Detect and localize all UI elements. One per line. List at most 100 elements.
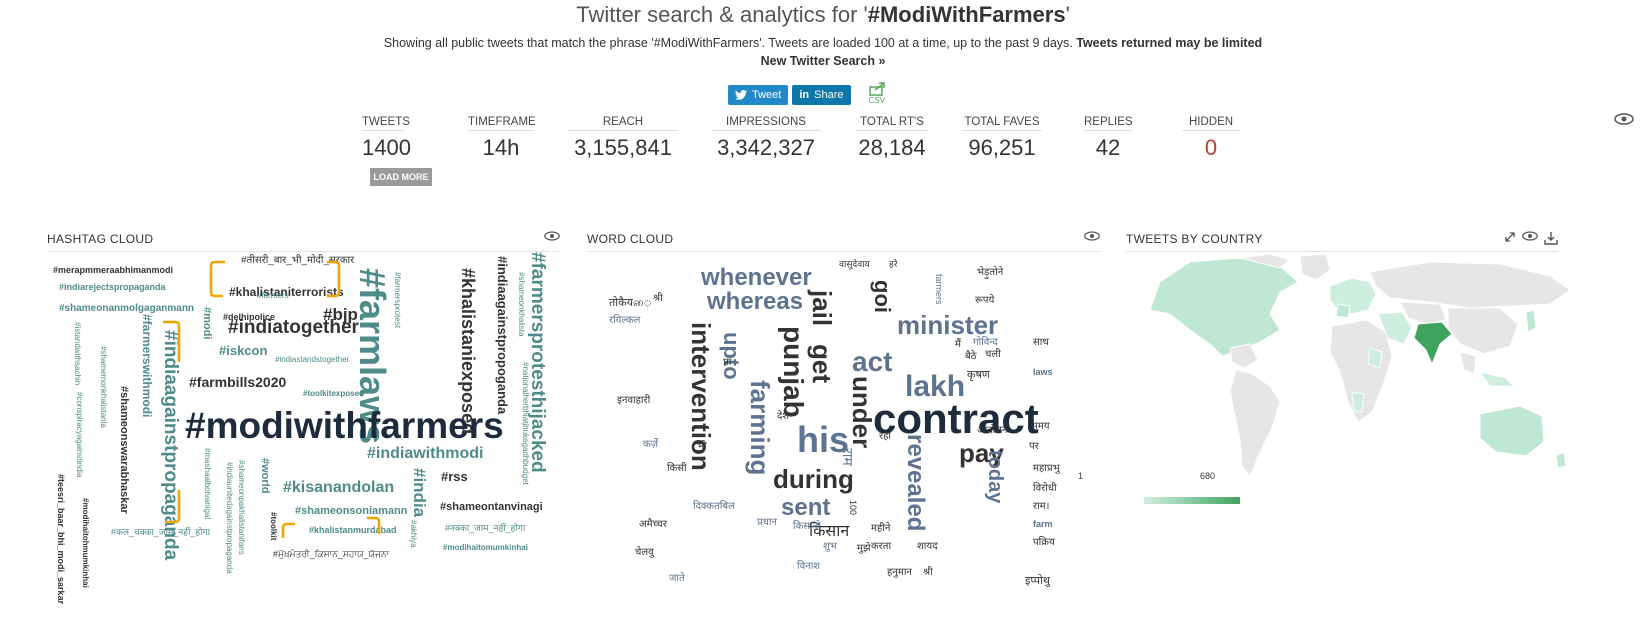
hashtag-word[interactable]: #iskcon [219, 343, 268, 358]
hashtag-word[interactable]: #indiastandstogether [275, 355, 350, 364]
word-cloud-word[interactable]: करता [871, 541, 892, 552]
word-cloud-word[interactable]: आंदोलन [977, 425, 1008, 436]
eye-icon[interactable] [1522, 231, 1538, 241]
hashtag-word[interactable]: #shameonanmolgaganmann [59, 303, 195, 314]
word-cloud-word[interactable]: sent [781, 494, 831, 521]
word-cloud-word[interactable]: महीने [871, 523, 891, 534]
word-cloud-word[interactable]: श्री [653, 293, 663, 304]
hashtag-word[interactable]: #कल_चक्का_जाम_नहीं_होगा [111, 527, 210, 537]
word-cloud-word[interactable]: भी [697, 441, 707, 452]
word-cloud-word[interactable]: whenever [701, 264, 812, 291]
word-cloud-word[interactable]: किसान [809, 523, 850, 540]
word-cloud-word[interactable]: राम [840, 448, 856, 466]
word-cloud-word[interactable]: चेलवु [635, 547, 654, 558]
word-cloud-word[interactable]: मैं [955, 339, 961, 350]
word-cloud-word[interactable]: प्रा [723, 357, 732, 368]
word-cloud-word[interactable]: contract [873, 395, 1039, 442]
hashtag-word[interactable]: #farmbills2020 [189, 374, 287, 390]
hashtag-word[interactable]: #modiwithfarmers [185, 405, 504, 446]
word-cloud-word[interactable]: शायद [917, 541, 938, 552]
word-cloud-word[interactable]: इनवाहारी [617, 395, 651, 406]
hashtag-word[interactable]: #indiarejectspropaganda [59, 282, 166, 292]
word-cloud-word[interactable]: goi [870, 280, 895, 313]
word-cloud-word[interactable]: lakh [905, 370, 966, 403]
hashtag-word[interactable]: #indiatogether [228, 317, 359, 338]
word-cloud-word[interactable]: revealed [902, 434, 929, 532]
hashtag-word[interactable]: #khalistaniterrorists [229, 285, 344, 299]
world-map[interactable] [1130, 252, 1580, 502]
word-cloud-word[interactable]: विरोधी [1033, 483, 1057, 494]
word-cloud-word[interactable]: गोविन्द [973, 337, 998, 348]
word-cloud-word[interactable]: श्री [923, 567, 933, 578]
hashtag-word[interactable]: #khalistanmurdabad [309, 525, 397, 535]
word-cloud-word[interactable]: प्रधान [757, 517, 777, 528]
expand-icon[interactable] [1504, 231, 1516, 243]
linkedin-share-button[interactable]: in Share [792, 85, 851, 105]
word-cloud-word[interactable]: minister [897, 310, 999, 340]
hashtag-word[interactable]: #bjp [323, 305, 358, 324]
word-cloud-word[interactable]: रूपये [975, 295, 995, 306]
eye-icon[interactable] [1084, 231, 1100, 241]
word-cloud-word[interactable]: 100 [848, 500, 858, 516]
hashtag-word[interactable]: #indiawithmodi [367, 445, 484, 462]
word-cloud-word[interactable]: विनाश [797, 561, 821, 572]
hashtag-word[interactable]: #shameontanvinagi [440, 501, 543, 513]
hashtag-word[interactable]: #merapmmeraabhimanmodi [53, 265, 174, 275]
word-cloud-word[interactable]: laws [1033, 367, 1053, 377]
word-cloud-word[interactable]: देश [777, 411, 790, 422]
word-cloud-word[interactable]: साथ [1033, 337, 1049, 348]
word-cloud-word[interactable]: punjab [778, 326, 809, 418]
csv-export-button[interactable]: CSV [869, 82, 891, 108]
word-cloud-word[interactable]: भेड़ुतोने [977, 267, 1004, 278]
word-cloud-word[interactable]: राम। [1033, 501, 1050, 512]
eye-icon[interactable] [1614, 112, 1634, 130]
word-cloud-word[interactable]: under [847, 376, 877, 449]
word-cloud-word[interactable]: farm [1033, 519, 1053, 529]
word-cloud-word[interactable]: वासुदेवाय [839, 259, 870, 269]
tweet-button[interactable]: Tweet [728, 85, 789, 105]
word-cloud-word[interactable]: बैठे [965, 351, 977, 362]
word-cloud-word[interactable]: upto [719, 332, 744, 380]
word-cloud-word[interactable]: act [852, 346, 893, 377]
word-cloud-word[interactable]: कृषण [967, 369, 990, 381]
hashtag-word[interactable]: #तीसरी_बार_भी_मोदी_सरकार [241, 255, 355, 266]
word-cloud-word[interactable]: हनुमान [887, 567, 912, 578]
word-cloud-word[interactable]: शुभ [823, 541, 837, 552]
word-cloud-word[interactable]: दिक्कतबिल [693, 501, 735, 512]
eye-icon[interactable] [544, 231, 560, 241]
word-cloud-word[interactable]: समय [1031, 421, 1050, 432]
word-cloud-word[interactable]: pay [959, 438, 1004, 468]
hashtag-word[interactable]: #farmers [257, 291, 289, 300]
load-more-button[interactable]: LOAD MORE [370, 168, 432, 186]
word-cloud-word[interactable]: his [797, 419, 850, 460]
word-cloud-word[interactable]: रहा [879, 431, 891, 442]
word-cloud-word[interactable]: हरे [889, 259, 898, 269]
word-cloud-word[interactable]: इप्पोथु [1025, 575, 1050, 587]
word-cloud-word[interactable]: किसी [667, 463, 687, 474]
word-cloud-word[interactable]: today [984, 450, 1006, 504]
hashtag-word[interactable]: #नक्का_जाम_नहीं_होगा [445, 523, 526, 533]
word-cloud-word[interactable]: मुझे [857, 543, 871, 554]
word-cloud-word[interactable]: अमैच्चर [639, 519, 667, 530]
download-icon[interactable] [1544, 231, 1558, 245]
hashtag-word[interactable]: #toolkitexposed [303, 389, 364, 398]
hashtag-word[interactable]: #shameonsoniamann [295, 505, 408, 517]
word-cloud-word[interactable]: during [773, 464, 854, 494]
hashtag-word[interactable]: #ਮੁੱਖਮੰਤਰੀ_ਕਿਸਾਨ_ਸਹਾਯ_ਯੋਜਨਾ [273, 549, 390, 559]
word-cloud-word[interactable]: चली [985, 349, 1001, 360]
word-cloud-word[interactable]: पर [1029, 441, 1039, 452]
hashtag-word[interactable]: #kisanandolan [283, 479, 395, 496]
word-cloud-word[interactable]: whereas [707, 288, 804, 315]
word-cloud-word[interactable]: farmers [934, 274, 944, 305]
word-cloud-word[interactable]: रयिल्कल [609, 315, 641, 326]
word-cloud-word[interactable]: जाते [669, 573, 685, 584]
word-cloud-word[interactable]: jail [807, 290, 837, 327]
word-cloud-word[interactable]: तोकैयை [609, 297, 652, 309]
hashtag-word[interactable]: #modihaitomumkinhai [443, 543, 528, 552]
word-cloud-word[interactable]: get [807, 344, 837, 383]
word-cloud-word[interactable]: पक्रिय [1033, 537, 1055, 548]
hashtag-word[interactable]: #delhipolice [223, 312, 276, 322]
word-cloud-word[interactable]: farming [745, 380, 775, 476]
new-search-link[interactable]: New Twitter Search » [760, 54, 886, 68]
word-cloud-word[interactable]: महाप्रभु [1033, 463, 1060, 474]
